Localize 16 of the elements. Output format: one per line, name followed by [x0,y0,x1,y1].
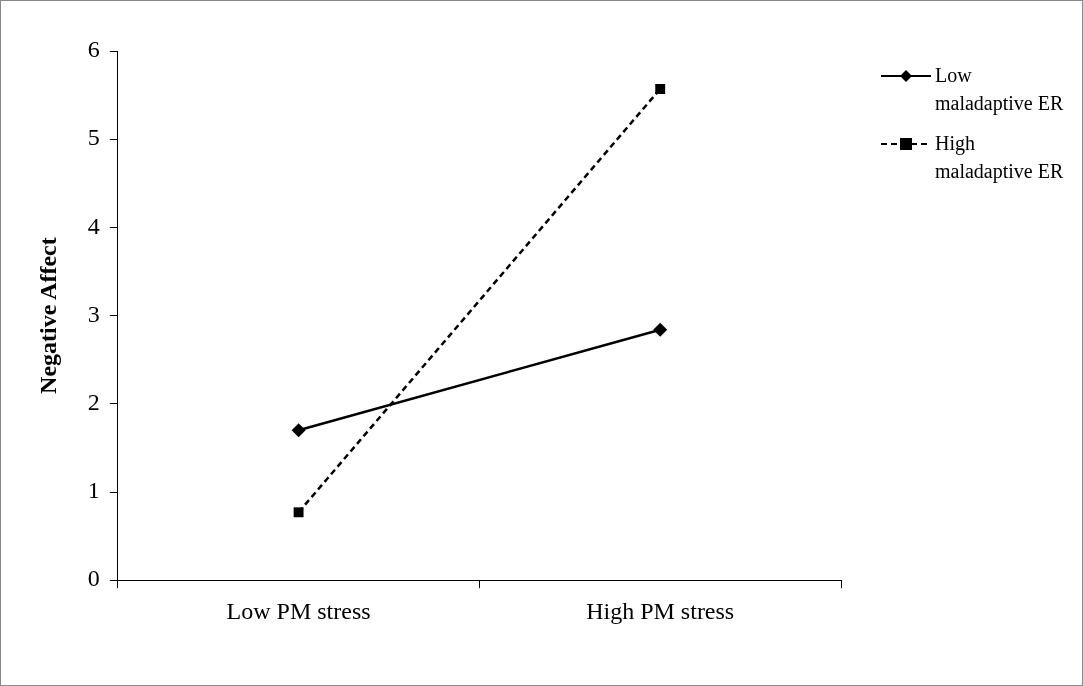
y-axis-title: Negative Affect [34,237,61,394]
y-tick-label: 3 [87,300,100,327]
x-tick-label: High PM stress [586,597,735,624]
y-tick-label: 5 [87,124,100,151]
y-tick-label: 0 [87,565,100,592]
y-tick-label: 1 [87,477,100,504]
y-tick-label: 4 [87,212,100,239]
y-tick-label: 2 [87,389,100,416]
point [653,322,668,337]
x-tick-label: Low PM stress [226,597,371,624]
y-tick-label: 6 [87,36,100,63]
point [293,507,304,518]
point [291,423,306,438]
legend-label: High maladaptive ER [935,131,1065,185]
legend-label: Low maladaptive ER [935,63,1065,117]
point [655,83,666,94]
